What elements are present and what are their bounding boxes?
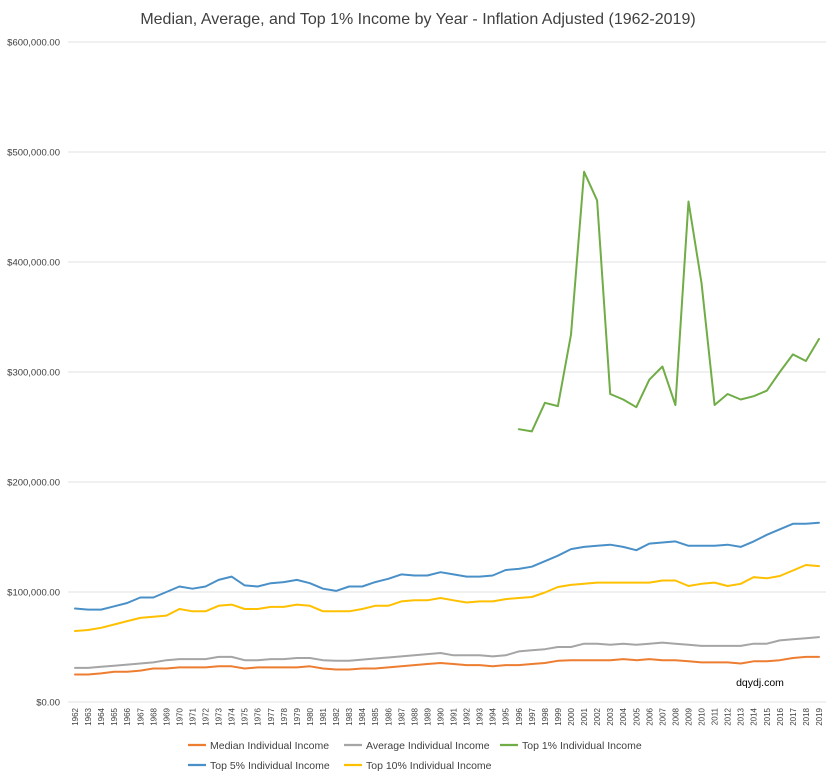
chart-legend: Median Individual Income Average Individu… xyxy=(188,740,642,772)
x-tick-label-1992: 1992 xyxy=(463,707,472,725)
series-lines xyxy=(74,170,820,676)
x-tick-label-2010: 2010 xyxy=(698,707,707,725)
legend-label-top-10-individual-income: Top 10% Individual Income xyxy=(366,760,492,772)
y-tick-label-1: $100,000.00 xyxy=(7,588,60,599)
x-tick-label-2017: 2017 xyxy=(789,707,798,725)
x-tick-label-1980: 1980 xyxy=(306,707,315,725)
x-tick-label-1964: 1964 xyxy=(97,707,106,725)
y-tick-label-2: $200,000.00 xyxy=(7,478,60,489)
x-tick-label-2005: 2005 xyxy=(632,707,641,725)
x-tick-label-1967: 1967 xyxy=(136,707,145,725)
series-line-median-individual-income xyxy=(74,655,820,676)
x-tick-label-1987: 1987 xyxy=(397,707,406,725)
legend-label-average-individual-income: Average Individual Income xyxy=(366,740,490,752)
y-tick-label-6: $600,000.00 xyxy=(7,38,60,49)
x-tick-label-2007: 2007 xyxy=(658,707,667,725)
chart-title: Median, Average, and Top 1% Income by Ye… xyxy=(140,11,695,28)
legend-label-top-5-individual-income: Top 5% Individual Income xyxy=(210,760,330,772)
x-tick-label-2002: 2002 xyxy=(593,707,602,725)
series-line-top-5-individual-income xyxy=(74,521,820,611)
x-tick-label-1994: 1994 xyxy=(489,707,498,725)
x-tick-label-2011: 2011 xyxy=(711,707,720,725)
x-tick-label-2016: 2016 xyxy=(776,707,785,725)
x-tick-label-2006: 2006 xyxy=(645,707,654,725)
x-tick-label-1986: 1986 xyxy=(384,707,393,725)
x-tick-label-2001: 2001 xyxy=(580,707,589,725)
x-tick-label-1968: 1968 xyxy=(149,707,158,725)
x-tick-label-2000: 2000 xyxy=(567,707,576,725)
x-tick-label-1972: 1972 xyxy=(202,707,211,725)
x-tick-label-1975: 1975 xyxy=(241,707,250,725)
x-tick-label-1993: 1993 xyxy=(476,707,485,725)
y-tick-label-0: $0.00 xyxy=(36,698,60,709)
x-tick-label-1990: 1990 xyxy=(436,707,445,725)
x-tick-label-2018: 2018 xyxy=(802,707,811,725)
x-tick-label-2012: 2012 xyxy=(724,707,733,725)
series-line-top-1-individual-income xyxy=(517,170,820,433)
x-tick-label-1989: 1989 xyxy=(423,707,432,725)
x-tick-label-2003: 2003 xyxy=(606,707,615,725)
x-tick-label-1983: 1983 xyxy=(345,707,354,725)
x-tick-label-1965: 1965 xyxy=(110,707,119,725)
x-tick-label-1971: 1971 xyxy=(188,707,197,725)
x-tick-label-1991: 1991 xyxy=(450,707,459,725)
y-tick-label-4: $400,000.00 xyxy=(7,258,60,269)
x-tick-label-1999: 1999 xyxy=(554,707,563,725)
x-tick-label-1985: 1985 xyxy=(371,707,380,725)
x-tick-label-1996: 1996 xyxy=(515,707,524,725)
grid-lines xyxy=(68,41,826,703)
x-tick-label-2008: 2008 xyxy=(671,707,680,725)
x-tick-label-1978: 1978 xyxy=(280,707,289,725)
x-tick-label-1982: 1982 xyxy=(332,707,341,725)
x-tick-label-1981: 1981 xyxy=(319,707,328,725)
x-tick-label-1966: 1966 xyxy=(123,707,132,725)
x-tick-label-1962: 1962 xyxy=(71,707,80,725)
x-tick-label-1973: 1973 xyxy=(215,707,224,725)
x-tick-label-2014: 2014 xyxy=(750,707,759,725)
x-tick-label-1974: 1974 xyxy=(228,707,237,725)
x-tick-label-1970: 1970 xyxy=(175,707,184,725)
x-axis-tick-labels: 1962 1963 1964 1965 1966 1967 1968 1969 1970 1971… xyxy=(71,707,824,725)
x-tick-label-1988: 1988 xyxy=(410,707,419,725)
x-tick-label-1977: 1977 xyxy=(267,707,276,725)
series-line-top-10-individual-income xyxy=(74,564,820,632)
legend-label-top-1-individual-income: Top 1% Individual Income xyxy=(522,740,642,752)
legend-label-median-individual-income: Median Individual Income xyxy=(210,740,329,752)
series-line-average-individual-income xyxy=(74,636,820,669)
x-tick-label-1976: 1976 xyxy=(254,707,263,725)
x-tick-label-1995: 1995 xyxy=(502,707,511,725)
x-tick-label-2015: 2015 xyxy=(763,707,772,725)
x-tick-label-1997: 1997 xyxy=(528,707,537,725)
x-tick-label-1963: 1963 xyxy=(84,707,93,725)
y-tick-label-3: $300,000.00 xyxy=(7,368,60,379)
x-tick-label-2009: 2009 xyxy=(684,707,693,725)
y-axis-tick-labels: $0.00 $100,000.00 $200,000.00 $300,000.00 $4… xyxy=(7,38,60,709)
x-tick-label-2004: 2004 xyxy=(619,707,628,725)
x-tick-label-2013: 2013 xyxy=(737,707,746,725)
y-tick-label-5: $500,000.00 xyxy=(7,148,60,159)
x-tick-label-2019: 2019 xyxy=(815,707,824,725)
x-tick-label-1984: 1984 xyxy=(358,707,367,725)
x-tick-label-1969: 1969 xyxy=(162,707,171,725)
x-tick-label-1998: 1998 xyxy=(541,707,550,725)
x-tick-label-1979: 1979 xyxy=(293,707,302,725)
source-annotation: dqydj.com xyxy=(736,677,784,689)
